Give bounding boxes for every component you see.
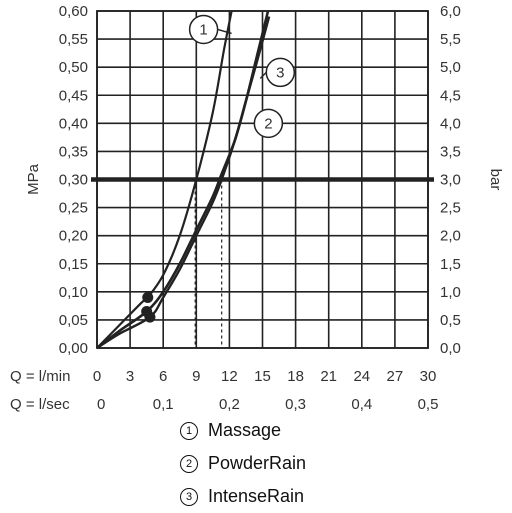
x-axis-lmin-tick-label: 12 (221, 368, 238, 385)
left-axis-tick-label: 0,35 (59, 143, 88, 160)
left-axis-tick-label: 0,60 (59, 3, 88, 20)
x-axis-lsec-tick-label: 0,1 (153, 396, 174, 413)
right-axis-tick-label: 3,5 (440, 143, 461, 160)
axis-labels: 0,000,050,100,150,200,250,300,350,400,45… (10, 3, 504, 413)
series-intenserain-line (96, 16, 271, 350)
legend-number-3: 3 (180, 487, 198, 506)
legend-label-massage: Massage (208, 420, 282, 440)
series-label-leader (259, 71, 267, 79)
x-axis-lmin-title: Q = l/min (10, 368, 70, 385)
left-axis-title: MPa (25, 163, 42, 195)
x-axis-lmin-tick-label: 3 (126, 368, 134, 385)
right-axis-tick-label: 5,0 (440, 59, 461, 76)
right-axis-tick-label: 2,0 (440, 228, 461, 245)
legend-number-2: 2 (180, 454, 198, 473)
legend-label-intenserain: IntenseRain (208, 486, 305, 506)
x-axis-lmin-tick-label: 9 (192, 368, 200, 385)
right-axis-tick-label: 0,0 (440, 340, 461, 357)
x-axis-lmin-tick-label: 24 (353, 368, 370, 385)
legend-item-massage: 1 Massage (180, 414, 306, 447)
series-label-number: 3 (276, 64, 284, 81)
series-label-leader (217, 28, 232, 35)
left-axis-tick-label: 0,20 (59, 228, 88, 245)
left-axis-tick-label: 0,05 (59, 312, 88, 329)
x-axis-lmin-tick-label: 21 (320, 368, 337, 385)
right-axis-tick-label: 3,0 (440, 172, 461, 189)
legend-item-powderrain: 2 PowderRain (180, 447, 306, 480)
right-axis-tick-label: 1,5 (440, 256, 461, 273)
left-axis-tick-label: 0,00 (59, 340, 88, 357)
legend-label-powderrain: PowderRain (208, 453, 307, 473)
legend: 1 Massage 2 PowderRain 3 IntenseRain (180, 414, 306, 513)
right-axis-tick-label: 6,0 (440, 3, 461, 20)
x-axis-lsec-tick-label: 0,4 (351, 396, 372, 413)
x-axis-lmin-tick-label: 30 (420, 368, 437, 385)
left-axis-tick-label: 0,45 (59, 87, 88, 104)
right-axis-title: bar (487, 169, 504, 191)
x-axis-lsec-tick-label: 0 (97, 396, 105, 413)
x-axis-lmin-tick-label: 27 (387, 368, 404, 385)
x-axis-lsec-tick-label: 0,5 (418, 396, 439, 413)
legend-item-intenserain: 3 IntenseRain (180, 480, 306, 513)
series-label-circle (188, 14, 219, 45)
right-axis-tick-label: 4,5 (440, 87, 461, 104)
left-axis-tick-label: 0,10 (59, 284, 88, 301)
operating-point (142, 291, 154, 303)
left-axis-tick-label: 0,30 (59, 172, 88, 189)
x-axis-lmin-tick-label: 0 (93, 368, 101, 385)
right-axis-tick-label: 2,5 (440, 200, 461, 217)
series-massage-line (96, 10, 233, 349)
x-axis-lsec-title: Q = l/sec (10, 396, 70, 413)
left-axis-tick-label: 0,55 (59, 31, 88, 48)
left-axis-tick-label: 0,50 (59, 59, 88, 76)
x-axis-lsec-tick-label: 0,3 (285, 396, 306, 413)
x-axis-lmin-tick-label: 15 (254, 368, 271, 385)
right-axis-tick-label: 5,5 (440, 31, 461, 48)
right-axis-tick-label: 1,0 (440, 284, 461, 301)
series-label-circle (253, 108, 284, 139)
series-label-number: 2 (264, 115, 272, 132)
x-axis-lmin-tick-label: 6 (159, 368, 167, 385)
series-label-circle (265, 57, 296, 88)
left-axis-tick-label: 0,15 (59, 256, 88, 273)
right-axis-tick-label: 0,5 (440, 312, 461, 329)
x-axis-lsec-tick-label: 0,2 (219, 396, 240, 413)
series-label-number: 1 (199, 21, 207, 38)
operating-point (144, 311, 156, 323)
x-axis-lmin-tick-label: 18 (287, 368, 304, 385)
left-axis-tick-label: 0,25 (59, 200, 88, 217)
right-axis-tick-label: 4,0 (440, 115, 461, 132)
left-axis-tick-label: 0,40 (59, 115, 88, 132)
legend-number-1: 1 (180, 421, 198, 440)
curves: 1 2 3 (91, 10, 434, 350)
